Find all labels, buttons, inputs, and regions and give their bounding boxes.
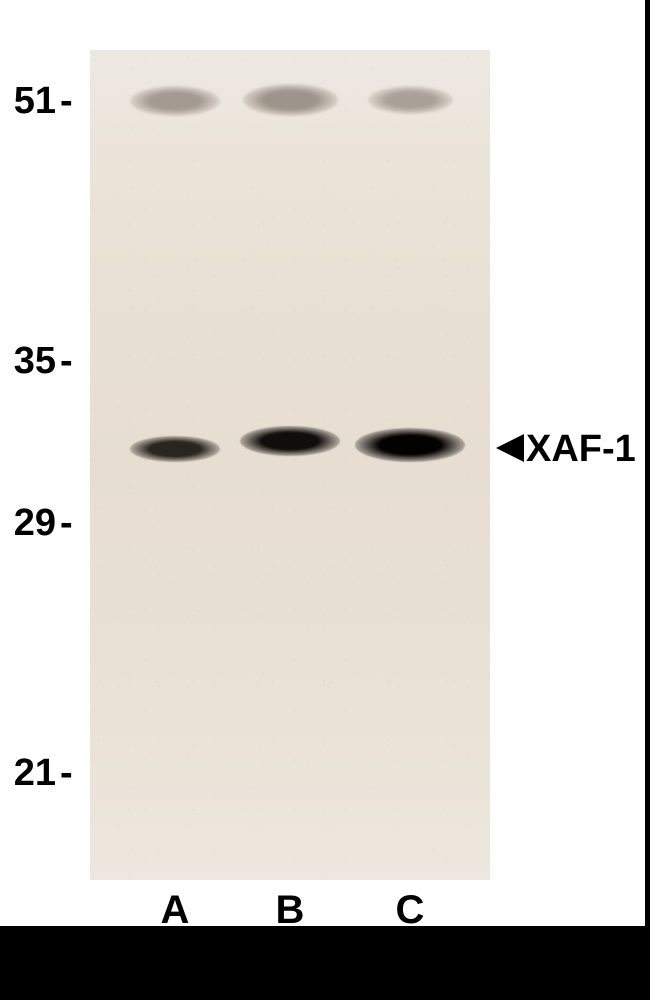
band-top-lane-a — [130, 86, 220, 116]
marker-51-value: 51 — [14, 80, 56, 122]
marker-35: 35 — [6, 340, 56, 383]
marker-29-value: 29 — [14, 502, 56, 544]
blot-container — [90, 50, 490, 880]
marker-21-tick: - — [60, 752, 73, 795]
bottom-black-bar — [0, 926, 650, 1000]
band-top-lane-b — [243, 84, 338, 116]
blot-background — [90, 50, 490, 880]
marker-29: 29 — [6, 502, 56, 545]
band-top-lane-c — [368, 86, 453, 114]
right-edge-line — [645, 0, 650, 1000]
marker-35-tick: - — [60, 340, 73, 383]
marker-51-tick: - — [60, 80, 73, 123]
marker-51: 51 — [6, 80, 56, 123]
band-xaf1-lane-b — [240, 426, 340, 456]
marker-29-tick: - — [60, 502, 73, 545]
band-xaf1-lane-c — [355, 428, 465, 462]
target-label-xaf1: XAF-1 — [526, 428, 636, 471]
band-xaf1-lane-a — [130, 436, 220, 462]
marker-21-value: 21 — [14, 752, 56, 794]
arrow-xaf1-icon — [494, 432, 526, 464]
blot-noise — [90, 50, 490, 880]
marker-35-value: 35 — [14, 340, 56, 382]
marker-21: 21 — [6, 752, 56, 795]
